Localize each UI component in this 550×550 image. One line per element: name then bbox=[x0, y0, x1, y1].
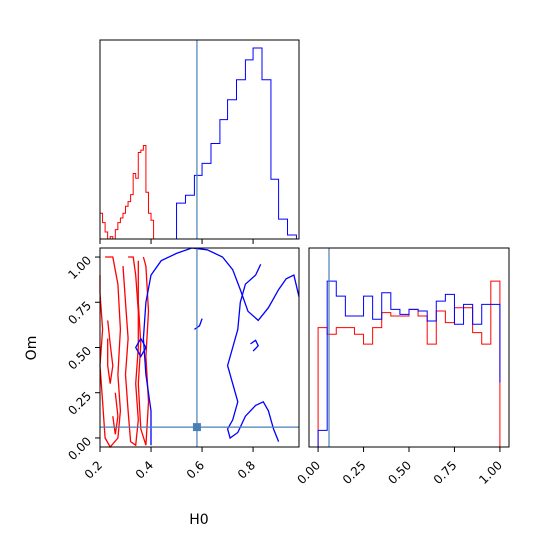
joint-contour-series-2-2 bbox=[226, 264, 280, 442]
joint-contour-panel: 0.2 0.4 0.6 0.8 0.00 0.25 0.50 0.75 1.00 bbox=[65, 247, 300, 482]
joint-contour-series-2-0 bbox=[142, 247, 300, 446]
joint-y-tick-label-1: 0.25 bbox=[65, 389, 94, 418]
joint-contour-series-2-1 bbox=[194, 318, 203, 330]
joint-truth-marker bbox=[192, 423, 201, 432]
joint-x-axis-label: H0 bbox=[189, 512, 208, 528]
h0-histogram-series-2 bbox=[176, 47, 297, 239]
joint-x-tick-label-2: 0.6 bbox=[184, 458, 207, 481]
joint-contour-series-1-0 bbox=[99, 256, 122, 449]
joint-y-tick-label-2: 0.50 bbox=[65, 344, 94, 373]
joint-contour-series-1-1 bbox=[122, 256, 139, 447]
h0-histogram-series-1 bbox=[99, 144, 155, 240]
om-x-tick-label-2: 0.50 bbox=[385, 458, 414, 487]
joint-y-tick-label-4: 1.00 bbox=[65, 253, 94, 282]
joint-x-tick-label-3: 0.8 bbox=[235, 458, 258, 481]
joint-contour-series-2-3 bbox=[250, 339, 259, 352]
joint-contour-series-1-3 bbox=[107, 320, 114, 384]
om-histogram-panel: 0.00 0.25 0.50 0.75 1.00 bbox=[294, 247, 510, 487]
joint-contour-series-2-4 bbox=[134, 338, 147, 358]
om-histogram-series-2 bbox=[317, 280, 501, 447]
joint-contour-series-1-4 bbox=[112, 392, 119, 435]
om-x-tick-label-0: 0.00 bbox=[294, 458, 323, 487]
h0-histogram-panel bbox=[99, 39, 300, 244]
om-x-tick-label-3: 0.75 bbox=[431, 458, 460, 487]
om-x-tick-label-4: 1.00 bbox=[476, 458, 505, 487]
joint-y-tick-label-0: 0.00 bbox=[65, 434, 94, 463]
om-x-tick-label-1: 0.25 bbox=[340, 458, 369, 487]
joint-x-tick-label-0: 0.2 bbox=[82, 458, 105, 481]
joint-y-tick-label-3: 0.75 bbox=[65, 298, 94, 327]
joint-x-tick-label-1: 0.4 bbox=[133, 458, 156, 481]
joint-y-axis-label: Om bbox=[24, 336, 40, 361]
